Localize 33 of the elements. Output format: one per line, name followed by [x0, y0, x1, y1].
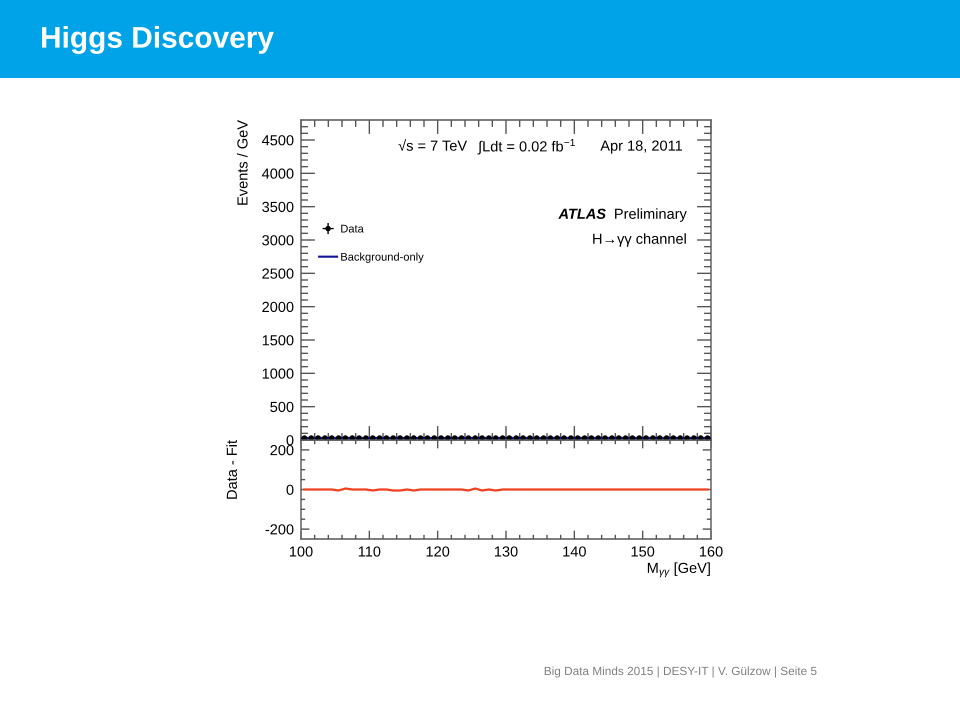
y-tick-label: 1000: [262, 368, 294, 379]
annotation: √s = 7 TeV: [398, 139, 468, 151]
x-tick-label: 160: [700, 546, 723, 557]
x-tick-label: 110: [358, 546, 380, 557]
annotation: Preliminary: [615, 208, 687, 222]
annotation: Apr 18, 2011: [600, 140, 682, 154]
y-tick-label: 4500: [262, 135, 294, 146]
y-tick-label: 3000: [262, 235, 294, 246]
annotation: ATLAS: [558, 208, 606, 219]
y-tick-label: -200: [266, 524, 294, 535]
y-axis-title: Data - Fit: [226, 440, 237, 499]
annotation: H→γγ channel: [593, 233, 686, 247]
y-tick-label: 0: [286, 484, 294, 495]
y-tick-label: 200: [270, 445, 294, 456]
y-tick-label: 0: [286, 435, 294, 446]
x-tick-label: 150: [632, 546, 654, 557]
annotation: ∫Ldt = 0.02 fb$^{−1}$: [477, 139, 575, 155]
x-tick-label: 140: [563, 546, 586, 557]
x-axis-title: M$_{γγ}$ [GeV]: [648, 562, 710, 578]
text: Big Data Minds 2015 | DESY-IT | V. Gülzow | Seite 5: [544, 666, 817, 678]
y-tick-label: 2000: [262, 302, 294, 312]
y-tick-label: 4000: [262, 168, 294, 179]
x-tick-label: 100: [290, 546, 313, 557]
chart-title: Higgs Discovery: [42, 26, 274, 54]
x-tick-label: 120: [426, 546, 450, 557]
x-tick-label: 130: [494, 546, 518, 557]
y-axis-title: Events / GeV: [236, 120, 248, 205]
legend-label: Background-only: [341, 252, 424, 263]
y-tick-label: 2500: [262, 268, 294, 279]
y-tick-label: 1500: [262, 335, 294, 346]
y-tick-label: 500: [270, 402, 294, 412]
legend-label: Data: [341, 224, 364, 233]
y-tick-label: 3500: [262, 202, 294, 212]
